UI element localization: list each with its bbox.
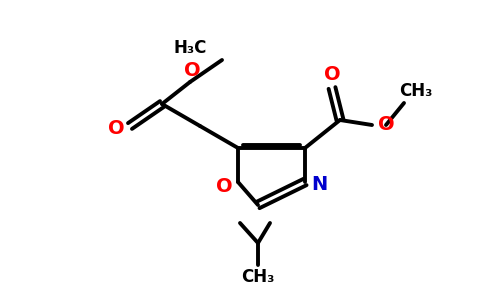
Text: O: O (107, 118, 124, 137)
Text: CH₃: CH₃ (242, 268, 275, 286)
Text: N: N (311, 175, 327, 194)
Text: O: O (324, 64, 340, 83)
Text: H₃C: H₃C (173, 39, 207, 57)
Text: O: O (378, 116, 394, 134)
Text: O: O (184, 61, 200, 80)
Text: CH₃: CH₃ (399, 82, 433, 100)
Text: O: O (216, 176, 232, 196)
